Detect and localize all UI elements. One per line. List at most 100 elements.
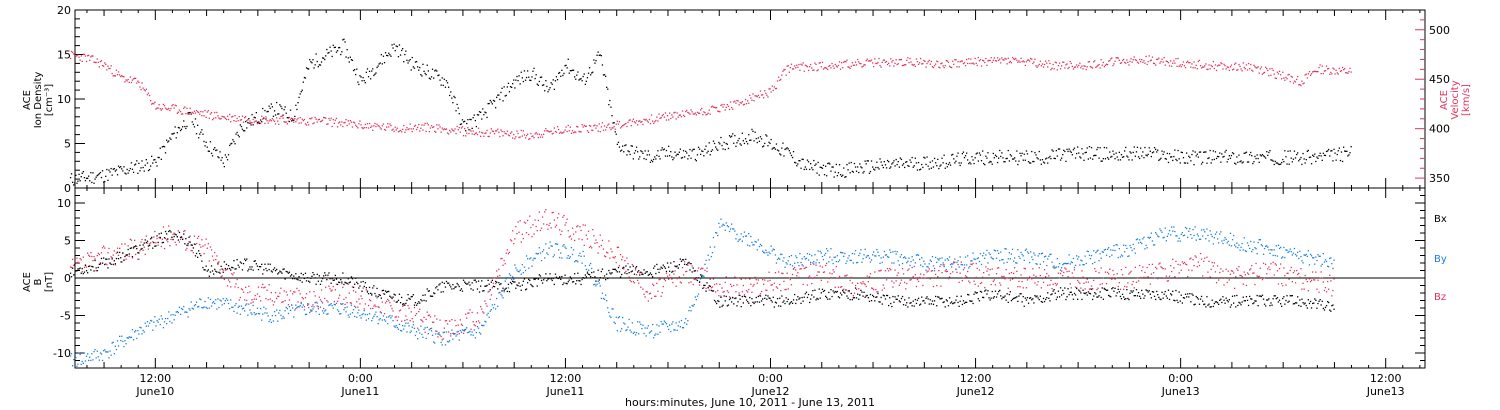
bz-point bbox=[79, 257, 81, 260]
by-point bbox=[484, 320, 486, 322]
velocity-point bbox=[443, 128, 445, 130]
density-point bbox=[1283, 161, 1285, 163]
by-point bbox=[274, 314, 277, 317]
velocity-point bbox=[566, 130, 568, 133]
velocity-point bbox=[92, 55, 94, 57]
bz-point bbox=[221, 275, 223, 277]
by-point bbox=[445, 331, 448, 333]
velocity-point bbox=[1039, 60, 1041, 62]
density-point bbox=[1211, 159, 1213, 161]
bz-point bbox=[84, 264, 87, 266]
by-point bbox=[450, 333, 452, 335]
density-point bbox=[650, 159, 653, 161]
velocity-point bbox=[1032, 62, 1034, 65]
density-point bbox=[1241, 162, 1243, 164]
velocity-point bbox=[1179, 64, 1181, 66]
by-point bbox=[264, 312, 266, 314]
density-point bbox=[740, 144, 742, 146]
velocity-point bbox=[499, 135, 501, 138]
bz-point bbox=[986, 270, 988, 272]
bz-point bbox=[210, 249, 213, 251]
bz-point bbox=[773, 282, 775, 284]
density-point bbox=[244, 130, 246, 132]
density-point bbox=[240, 125, 243, 128]
density-point bbox=[318, 64, 320, 66]
velocity-point bbox=[1082, 68, 1084, 70]
velocity-point bbox=[448, 133, 450, 135]
bz-point bbox=[1199, 252, 1202, 255]
by-point bbox=[334, 304, 336, 306]
velocity-point bbox=[927, 61, 929, 63]
by-point bbox=[1109, 256, 1111, 258]
by-point bbox=[198, 305, 200, 308]
bz-point bbox=[649, 292, 652, 294]
by-point bbox=[559, 256, 561, 259]
velocity-point bbox=[795, 67, 797, 69]
by-point bbox=[638, 333, 640, 335]
velocity-point bbox=[538, 133, 540, 135]
density-point bbox=[402, 48, 404, 50]
density-point bbox=[1090, 147, 1093, 149]
by-point bbox=[246, 303, 248, 305]
bz-point bbox=[912, 276, 914, 278]
bz-point bbox=[681, 267, 684, 269]
by-point bbox=[676, 329, 678, 331]
bz-point bbox=[342, 286, 344, 289]
bz-point bbox=[301, 296, 303, 299]
density-point bbox=[198, 137, 200, 139]
bz-point bbox=[458, 333, 460, 335]
velocity-point bbox=[689, 113, 691, 115]
by-point bbox=[254, 313, 256, 316]
velocity-point bbox=[1275, 77, 1277, 80]
bz-point bbox=[785, 288, 787, 291]
bz-point bbox=[204, 244, 206, 246]
velocity-point bbox=[563, 131, 565, 133]
density-point bbox=[505, 94, 507, 97]
by-point bbox=[1089, 258, 1092, 260]
bz-point bbox=[805, 266, 808, 268]
bz-point bbox=[963, 267, 966, 269]
bz-point bbox=[1041, 277, 1044, 280]
bz-point bbox=[134, 239, 136, 241]
bz-point bbox=[1059, 272, 1062, 275]
velocity-point bbox=[1299, 84, 1301, 86]
bz-point bbox=[970, 263, 972, 265]
velocity-point bbox=[608, 123, 610, 125]
velocity-point bbox=[73, 53, 75, 55]
velocity-point bbox=[85, 60, 88, 63]
bz-point bbox=[1051, 288, 1053, 290]
bz-point bbox=[1245, 284, 1248, 287]
bz-point bbox=[941, 272, 943, 274]
by-point bbox=[265, 308, 267, 310]
velocity-point bbox=[554, 130, 557, 133]
density-point bbox=[1180, 151, 1182, 153]
bz-point bbox=[1170, 265, 1172, 267]
bz-point bbox=[753, 284, 755, 286]
velocity-point bbox=[1271, 67, 1273, 70]
by-point bbox=[96, 350, 98, 352]
by-point bbox=[801, 258, 803, 260]
by-point bbox=[1072, 257, 1075, 260]
bz-point bbox=[653, 284, 655, 287]
bz-point bbox=[1093, 279, 1095, 282]
bz-point bbox=[596, 242, 598, 244]
bz-point bbox=[318, 296, 320, 298]
bz-point bbox=[600, 244, 602, 247]
by-point bbox=[384, 320, 387, 322]
bz-point bbox=[1147, 276, 1149, 278]
density-point bbox=[807, 161, 810, 163]
by-point bbox=[1053, 265, 1055, 267]
by-point bbox=[794, 262, 796, 264]
density-point bbox=[250, 124, 252, 126]
density-point bbox=[844, 176, 846, 178]
density-point bbox=[1257, 157, 1259, 160]
density-point bbox=[834, 171, 836, 173]
velocity-point bbox=[551, 133, 553, 135]
by-point bbox=[637, 321, 639, 323]
density-point bbox=[1053, 157, 1055, 159]
density-point bbox=[78, 173, 80, 175]
velocity-point bbox=[111, 72, 113, 75]
by-point bbox=[533, 257, 535, 259]
bz-point bbox=[979, 282, 982, 285]
density-point bbox=[978, 152, 981, 154]
